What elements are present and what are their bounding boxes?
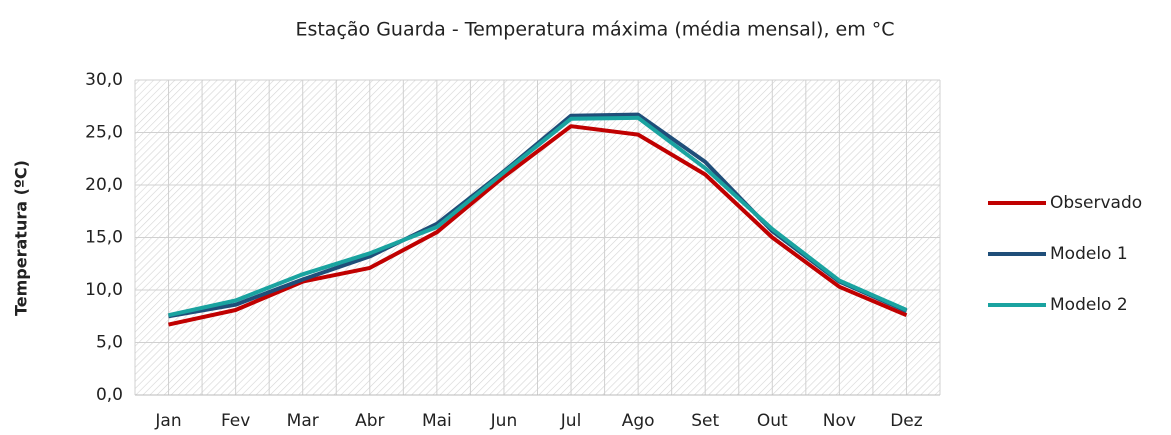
y-tick-label: 30,0	[85, 70, 123, 90]
series-line	[168, 115, 908, 318]
x-tick-label: Dez	[890, 411, 923, 431]
x-tick-label: Mai	[422, 411, 452, 431]
chart-title: Estação Guarda - Temperatura máxima (méd…	[295, 19, 894, 41]
x-tick-label: Mar	[287, 411, 319, 431]
y-tick-label: 20,0	[85, 175, 123, 195]
y-axis-label: Temperatura (ºC)	[12, 160, 31, 316]
y-tick-label: 5,0	[96, 333, 123, 353]
x-tick-label: Out	[757, 411, 788, 431]
series-line	[168, 124, 908, 327]
x-tick-label: Jun	[490, 411, 518, 431]
legend-label: Modelo 1	[1050, 244, 1128, 264]
legend-label: Observado	[1050, 193, 1142, 213]
y-tick-label: 0,0	[96, 385, 123, 405]
x-tick-label: Nov	[823, 411, 856, 431]
x-tick-label: Ago	[622, 411, 655, 431]
y-tick-label: 10,0	[85, 280, 123, 300]
x-tick-label: Jul	[560, 411, 582, 431]
x-tick-label: Fev	[221, 411, 250, 431]
x-tick-label: Set	[691, 411, 719, 431]
legend-label: Modelo 2	[1050, 295, 1128, 315]
x-tick-label: Abr	[355, 411, 384, 431]
x-tick-label: Jan	[154, 411, 181, 431]
y-tick-label: 25,0	[85, 123, 123, 143]
y-tick-label: 15,0	[85, 228, 123, 248]
